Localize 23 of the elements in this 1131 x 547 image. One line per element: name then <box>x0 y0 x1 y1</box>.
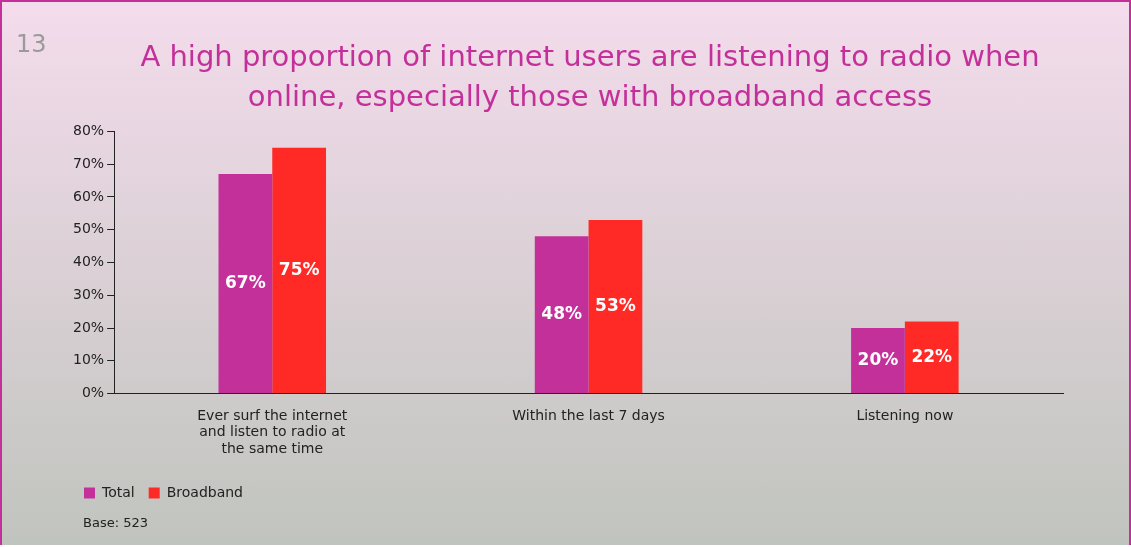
x-tick-label: Listening now <box>856 406 954 423</box>
y-tick-label: 20% <box>72 318 105 335</box>
data-label: 20% <box>857 349 899 369</box>
text: Base: 523 <box>83 515 148 530</box>
legend-label: Broadband <box>166 483 244 500</box>
data-label: 53% <box>595 294 636 315</box>
chart-title: A high proportion of internet users are listening to radio when online, especially those with broadband access <box>139 38 1041 115</box>
data-label: 22% <box>911 345 953 366</box>
text: 13 <box>16 30 47 58</box>
y-tick-label: 60% <box>72 187 105 204</box>
y-tick-label: 40% <box>72 253 105 270</box>
x-tick-label: Within the last 7 days <box>512 406 665 423</box>
data-label: 48% <box>541 303 583 324</box>
y-tick-label: 70% <box>72 154 105 171</box>
legend-label: Total <box>101 483 135 500</box>
y-tick-label: 0% <box>81 384 105 401</box>
y-tick-label: 10% <box>72 351 105 368</box>
y-tick-label: 80% <box>72 122 105 139</box>
y-tick-label: 50% <box>72 220 105 237</box>
data-label: 67% <box>225 271 266 292</box>
x-tick-label: Ever surf the internet and listen to radio at the same time <box>197 406 348 457</box>
y-tick-label: 30% <box>72 285 105 302</box>
data-label: 75% <box>278 258 320 279</box>
